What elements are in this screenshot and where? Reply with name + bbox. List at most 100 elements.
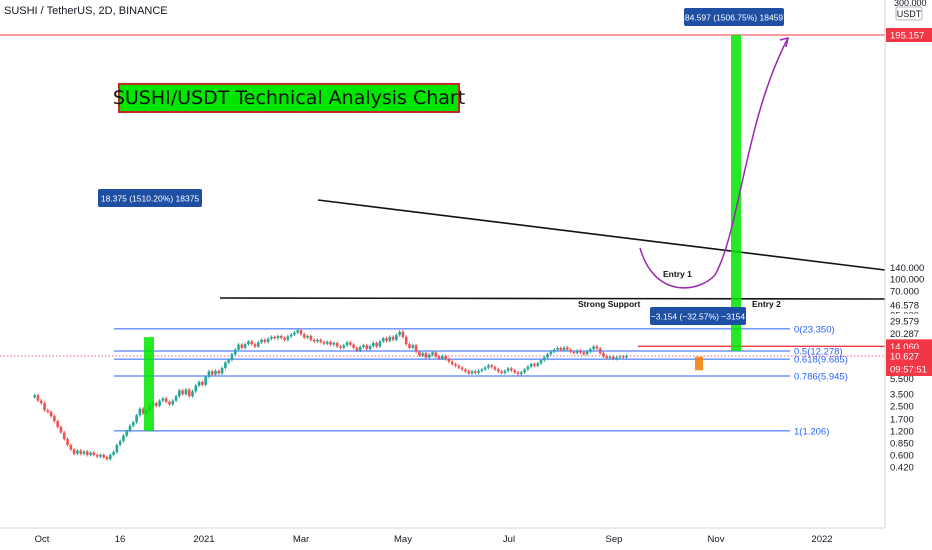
candle-body [421,353,424,356]
candle-body [178,390,181,397]
candlesticks [33,328,628,461]
candle-body [516,372,520,374]
time-axis[interactable]: Oct 16 2021 Mar May Jul Sep Nov 2022 [0,527,885,545]
candle-body [46,410,50,412]
candle-body [191,391,194,397]
measure-label-drop[interactable]: −3.154 (−32.57%) −3154 [650,307,746,325]
candle-body [368,346,372,350]
candle [122,434,125,443]
candle [161,396,165,403]
currency-badge[interactable]: USDT [895,6,923,21]
candle-body [92,452,96,455]
measure-label-left[interactable]: 18.375 (1510.20%) 18375 [98,189,202,207]
time-tick-label[interactable]: Sep [606,534,623,545]
candle-body [615,357,618,359]
candle [82,450,86,456]
candle-body [273,336,276,339]
measure-label-top[interactable]: 184.597 (1506.75%) 184597 [680,8,788,26]
price-tag[interactable]: 09:57:51 [886,361,932,376]
price-tick-label: 2.500 [890,401,914,412]
candle-body [135,415,138,423]
candle-body [372,342,375,347]
candle-body [319,339,323,342]
time-tick-label[interactable]: 2021 [193,534,214,545]
candle-body [598,348,602,354]
candle [335,341,339,349]
time-tick-label[interactable]: 2022 [811,534,832,545]
candle-body [230,354,234,360]
fibonacci-levels: 0(23.350) 0.5(12.278)0.618(9.685) 0.786(5.… [114,324,848,437]
candle-body [605,356,609,359]
fib-level-label: 0.786(5.945) [794,371,848,382]
candle-body [529,364,533,367]
price-tick-label: 0.850 [890,438,914,449]
time-tick-label[interactable]: Mar [293,534,309,545]
candle [85,450,89,457]
price-tag[interactable]: 10.627 [886,348,932,363]
entry-2-label: Entry 2 [752,299,781,309]
candle [431,350,434,357]
price-axis[interactable]: 300.000USDT140.000100.00070.00050.00035.… [884,0,932,528]
candle-body [250,341,253,345]
price-tag-label: 10.627 [890,351,919,362]
candle-body [480,369,484,371]
candle [562,345,566,352]
candle-body [556,348,559,350]
candle [49,410,53,418]
time-tick-label[interactable]: May [394,534,412,545]
candle [273,335,276,340]
candle [381,336,385,344]
candle [434,350,438,358]
price-tick-label: 100.000 [890,274,924,285]
candle-body [457,365,461,368]
candle-body [450,361,454,365]
measure-label-drop-label: −3.154 (−32.57%) −3154 [651,312,746,322]
candle [579,349,582,354]
candle [536,361,540,368]
candle-body [283,337,286,340]
time-tick-label[interactable]: Jul [503,534,515,545]
candle-body [187,389,191,397]
candle [464,367,467,373]
candle [358,345,362,352]
candle-body [579,350,582,353]
fib-level-label: 0(23.350) [794,324,835,335]
candle [293,331,296,337]
candle-body [332,342,336,345]
time-tick-label[interactable]: Nov [708,534,725,545]
candle [92,451,96,457]
candle [378,339,382,349]
candle [99,453,102,459]
candle-body [132,422,135,426]
candle [53,414,56,423]
strong-support-label: Strong Support [578,299,640,309]
candle-body [115,444,119,453]
projection-arrowhead [779,36,789,48]
candle [391,335,395,342]
candle-body [62,432,66,440]
candle-body [105,457,109,460]
candle [66,437,69,447]
candle [250,339,253,346]
candle [115,443,119,454]
candle [552,348,556,354]
symbol-title[interactable]: SUSHI / TetherUS, 2D, BINANCE [4,5,168,17]
time-tick-label[interactable]: 16 [115,534,126,545]
candle-body [470,371,474,374]
candle-body [358,346,362,351]
candle-body [618,356,622,358]
candle-body [309,335,313,340]
candle-body [174,396,178,401]
candle [506,366,510,373]
candle-body [355,347,359,351]
candle [181,388,184,396]
candle-body [385,338,388,341]
candle-body [418,351,421,356]
time-tick-label[interactable]: Oct [35,534,50,545]
candle [585,350,589,356]
candle-body [322,341,326,344]
candle-body [437,356,441,359]
candle-body [552,349,556,352]
measure-bar-top [731,35,741,352]
price-tag[interactable]: 195.157 [886,28,932,42]
